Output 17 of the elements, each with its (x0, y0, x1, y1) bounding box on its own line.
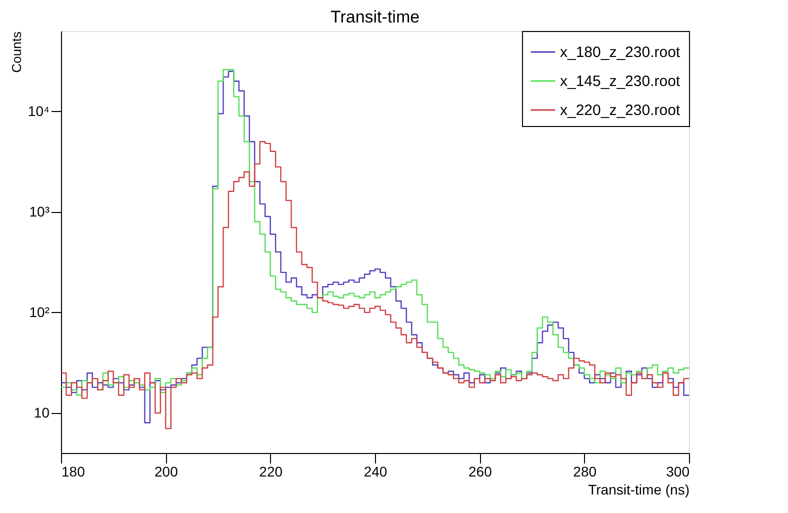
y-tick-label: 10⁴ (28, 102, 50, 119)
x-tick-label: 300 (666, 464, 690, 480)
y-axis-title: Counts (8, 31, 24, 73)
legend-label: x_220_z_230.root (560, 102, 681, 119)
x-tick-label: 260 (468, 464, 492, 480)
x-axis-title: Transit-time (ns) (588, 482, 690, 498)
x-tick-label: 220 (259, 464, 283, 480)
legend-label: x_145_z_230.root (560, 73, 681, 90)
x-tick-label: 240 (364, 464, 388, 480)
x-tick-label: 180 (62, 464, 86, 480)
chart-title: Transit-time (330, 8, 420, 26)
y-tick-label: 10² (29, 304, 50, 320)
y-tick-label: 10 (34, 404, 50, 420)
x-tick-label: 200 (154, 464, 178, 480)
legend-label: x_180_z_230.root (560, 44, 681, 61)
y-tick-label: 10³ (29, 203, 50, 220)
x-tick-label: 280 (573, 464, 597, 480)
